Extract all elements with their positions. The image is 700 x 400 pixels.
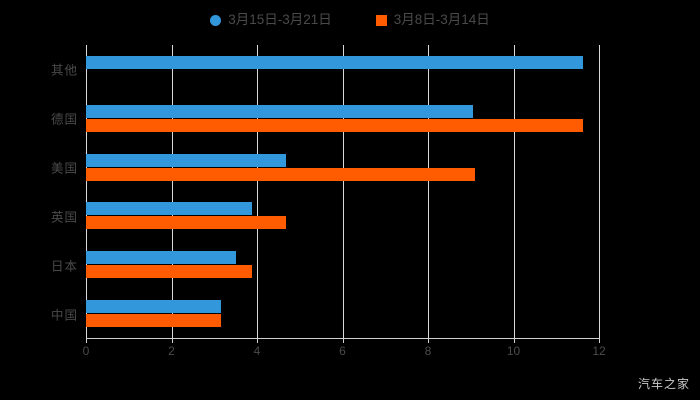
x-tick-mark-6	[342, 338, 344, 343]
plot-area	[86, 45, 600, 338]
bar-日本-series-0[interactable]	[86, 251, 237, 265]
circle-icon	[210, 14, 222, 26]
x-tick-label-6: 6	[339, 344, 346, 358]
x-tick-mark-10	[513, 338, 515, 343]
square-icon	[375, 14, 387, 26]
bar-中国-series-0[interactable]	[86, 300, 222, 314]
gridline-4	[257, 45, 258, 338]
gridline-10	[513, 45, 515, 338]
x-tick-label-8: 8	[424, 344, 432, 358]
bar-德国-series-0[interactable]	[86, 104, 473, 118]
x-tick-label-12: 12	[592, 344, 606, 358]
gridline-2	[171, 45, 173, 338]
bar-美国-series-0[interactable]	[86, 153, 287, 167]
x-tick-label-10: 10	[506, 344, 521, 358]
legend-label-series-0: 3月15日-3月21日	[228, 12, 332, 28]
bar-其他-series-0[interactable]	[86, 55, 584, 69]
y-category-label-4: 日本	[50, 259, 78, 274]
y-category-label-2: 美国	[50, 161, 78, 176]
y-category-label-0: 其他	[50, 63, 78, 78]
x-tick-mark-4	[257, 338, 258, 343]
gridline-6	[342, 45, 344, 338]
gridline-0	[86, 45, 87, 338]
x-tick-mark-12	[599, 338, 600, 343]
x-tick-label-4: 4	[253, 344, 261, 358]
x-tick-mark-0	[86, 338, 87, 343]
y-category-label-1: 德国	[50, 112, 78, 127]
legend-item-series-0[interactable]: 3月15日-3月21日	[210, 13, 332, 27]
gridline-12	[599, 45, 600, 338]
bar-中国-series-1[interactable]	[86, 314, 222, 328]
y-category-label-5: 中国	[50, 308, 78, 323]
x-tick-label-2: 2	[168, 344, 175, 358]
watermark: 汽车之家	[637, 377, 690, 391]
bar-德国-series-1[interactable]	[86, 118, 584, 132]
legend-label-series-1: 3月8日-3月14日	[393, 12, 490, 28]
gridline-8	[428, 45, 429, 338]
x-tick-label-0: 0	[82, 344, 90, 358]
bar-英国-series-0[interactable]	[86, 202, 252, 216]
legend-item-series-1[interactable]: 3月8日-3月14日	[375, 12, 490, 28]
y-category-label-3: 英国	[50, 210, 78, 225]
bar-美国-series-1[interactable]	[86, 167, 476, 181]
x-tick-mark-2	[171, 338, 173, 343]
bar-英国-series-1[interactable]	[86, 216, 287, 230]
bar-日本-series-1[interactable]	[86, 265, 252, 279]
chart-legend: 3月15日-3月21日 3月8日-3月14日	[0, 8, 700, 32]
x-tick-mark-8	[428, 338, 429, 343]
